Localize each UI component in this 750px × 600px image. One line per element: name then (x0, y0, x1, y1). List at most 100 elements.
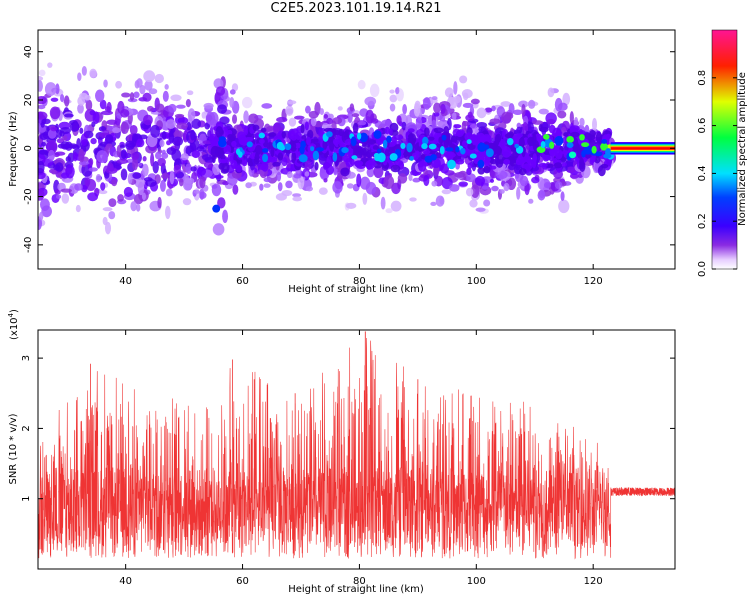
spectrogram-blob (201, 154, 213, 161)
spectrogram-hotspot (262, 148, 269, 153)
spectrogram-blob (108, 211, 116, 220)
spectrogram-blob (172, 136, 184, 147)
spectrogram-core (461, 140, 467, 148)
spectrogram-core (218, 162, 225, 170)
spectrogram-core (332, 138, 340, 146)
colorbar-tick-label: 0.6 (697, 118, 708, 134)
spectrogram-blob (60, 188, 73, 193)
spectrogram-blob (89, 110, 96, 116)
spectrogram-blob (489, 178, 495, 183)
spectrogram-blob (415, 117, 423, 129)
spectrogram-hotspot (386, 135, 392, 143)
spectrogram-hotspot (600, 142, 608, 151)
spectrogram-hotspot (554, 135, 564, 146)
spectrogram-blob (154, 73, 165, 84)
spectrogram-hotspot (351, 155, 358, 160)
spectrogram-blob (104, 105, 111, 113)
spectrogram-hotspot (356, 132, 362, 140)
spectrogram-blob (39, 133, 49, 141)
spectrogram-blob (120, 149, 127, 160)
snr-xtick-label: 80 (353, 576, 366, 587)
spectrogram-blob (51, 169, 57, 175)
spectrogram-hotspot (549, 141, 555, 149)
spectrogram-blob (292, 196, 303, 202)
spectrogram-core (421, 154, 426, 160)
spectrogram-hotspot (284, 143, 292, 151)
spectrogram-blob (161, 173, 170, 179)
spectrogram-blob (210, 118, 218, 129)
spectrogram-blob (104, 221, 112, 235)
spectrogram-blob (390, 200, 402, 212)
spectrogram-core (241, 159, 248, 167)
spectrogram-blob (217, 197, 226, 209)
spectrogram-blob (145, 179, 157, 187)
spectrogram-blob (333, 167, 338, 176)
spectrogram-blob (63, 113, 74, 118)
spectrogram-core (489, 159, 497, 165)
spectrogram-blob (357, 79, 366, 90)
spectrogram-blob (558, 199, 570, 214)
spectrogram-blob (78, 148, 85, 163)
spectrogram-hotspot (447, 159, 456, 170)
spectrogram-core (326, 155, 332, 168)
spectrogram-blob (304, 171, 310, 177)
spectrogram-core (587, 133, 593, 141)
spectrogram-blob (516, 186, 521, 200)
spectrogram-core (539, 126, 549, 133)
spectrogram-blob (297, 175, 305, 190)
spectrogram-hotspot (516, 145, 524, 154)
spectrogram-blob (462, 92, 469, 101)
spectrogram-ylabel: Frequency (Hz) (8, 111, 19, 187)
spectrogram-blob (187, 108, 196, 122)
spectrogram-blob (500, 101, 512, 107)
spectrogram-blob (116, 144, 122, 158)
spectrogram-blob (380, 196, 386, 210)
spectrogram-blob (305, 186, 313, 192)
spectrogram-blob (199, 176, 206, 189)
spectrogram-blob (532, 120, 544, 125)
spectrogram-core (365, 159, 376, 170)
spectrogram-blob (491, 185, 499, 192)
spectrogram-blob (431, 119, 437, 131)
spectrogram-hotspot (428, 143, 437, 150)
spectrogram-core (372, 145, 379, 150)
colorbar-tick-label: 0.8 (697, 70, 708, 86)
spectrogram-blob (318, 187, 328, 195)
colorbar: 0.0 0.2 0.4 0.6 0.8 Normalized spectral ampl… (697, 29, 748, 277)
spectrogram-blob (430, 201, 437, 207)
spectrogram-blob (369, 83, 380, 98)
spectrogram-blob (229, 89, 236, 95)
spectrogram-blob (281, 157, 288, 167)
spectrogram-core (230, 160, 238, 170)
spectrogram-blob (560, 191, 565, 202)
spectrogram-blob (133, 91, 140, 99)
spectrogram-blob (115, 80, 123, 89)
spectrogram-core (440, 163, 450, 174)
spectrogram-blob (84, 177, 91, 187)
spectrogram-blob (159, 179, 166, 192)
spectrogram-blob (459, 75, 468, 84)
spectrogram-blob (483, 199, 491, 207)
spectrogram-blob (162, 90, 169, 102)
spectrogram-core (407, 138, 416, 144)
spectrogram-blob (370, 118, 379, 124)
spectrogram-blob (351, 113, 360, 118)
spectrogram-blob (88, 167, 98, 172)
spectrogram-hotspot (439, 145, 445, 155)
spectrogram-blob (161, 149, 166, 155)
spectrogram-core (277, 152, 284, 161)
spectrogram-blob (147, 105, 154, 112)
spectrogram-core (217, 148, 223, 156)
spectrogram-hotspot (326, 131, 333, 138)
spectrogram-blob (169, 170, 175, 185)
spectrogram-blob (173, 130, 184, 139)
spectrogram-blob (54, 189, 61, 195)
spectrogram-blob (148, 88, 158, 95)
spectrogram-blob (175, 104, 186, 109)
spectrogram-hotspot (424, 155, 433, 163)
spectrogram-blob (186, 90, 194, 96)
spectrogram-blob (470, 98, 480, 105)
spectrogram-blob (241, 96, 253, 109)
spectrogram-blob (232, 184, 239, 195)
spectrogram-ytick-label: 40 (23, 45, 34, 58)
